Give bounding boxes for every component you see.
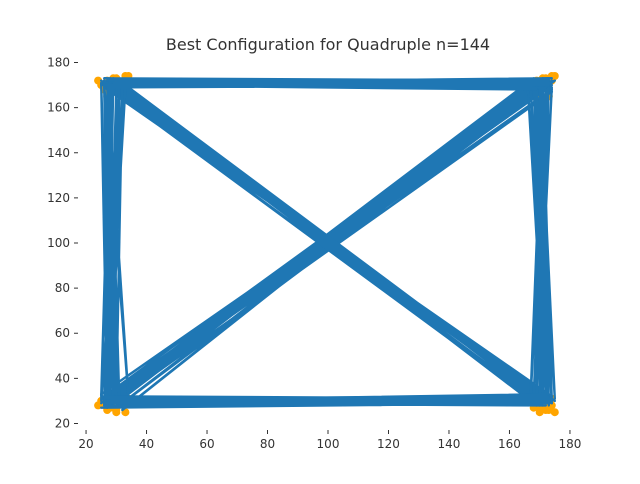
data-point bbox=[550, 408, 559, 417]
data-point bbox=[112, 408, 121, 417]
x-tick-label: 100 bbox=[317, 437, 340, 451]
y-tick-label: 140 bbox=[47, 146, 70, 160]
series-line-5 bbox=[99, 393, 553, 409]
y-tick-label: 60 bbox=[55, 326, 70, 340]
x-axis: 20 40 60 80 100 120 140 160 180 bbox=[78, 430, 581, 451]
y-tick-label: 100 bbox=[47, 236, 70, 250]
x-tick-label: 120 bbox=[377, 437, 400, 451]
y-axis: 20 40 60 80 100 120 140 160 180 bbox=[47, 56, 78, 430]
x-tick-label: 140 bbox=[438, 437, 461, 451]
x-tick-label: 180 bbox=[558, 437, 581, 451]
y-tick-label: 120 bbox=[47, 191, 70, 205]
series-line-2 bbox=[99, 79, 556, 407]
x-tick-label: 160 bbox=[498, 437, 521, 451]
data-point bbox=[535, 408, 544, 417]
x-tick-label: 20 bbox=[78, 437, 93, 451]
series-line-6 bbox=[99, 77, 553, 91]
x-tick-label: 80 bbox=[260, 437, 275, 451]
y-tick-label: 20 bbox=[55, 416, 70, 430]
series-line-3 bbox=[99, 77, 130, 407]
chart-title: Best Configuration for Quadruple n=144 bbox=[166, 35, 490, 54]
data-point bbox=[544, 406, 553, 414]
y-tick-label: 40 bbox=[55, 371, 70, 385]
y-tick-label: 80 bbox=[55, 281, 70, 295]
series-lines bbox=[99, 77, 556, 412]
x-tick-label: 60 bbox=[199, 437, 214, 451]
x-tick-label: 40 bbox=[139, 437, 154, 451]
series-line-4 bbox=[526, 77, 556, 407]
y-tick-label: 180 bbox=[47, 56, 70, 70]
y-tick-label: 160 bbox=[47, 101, 70, 115]
